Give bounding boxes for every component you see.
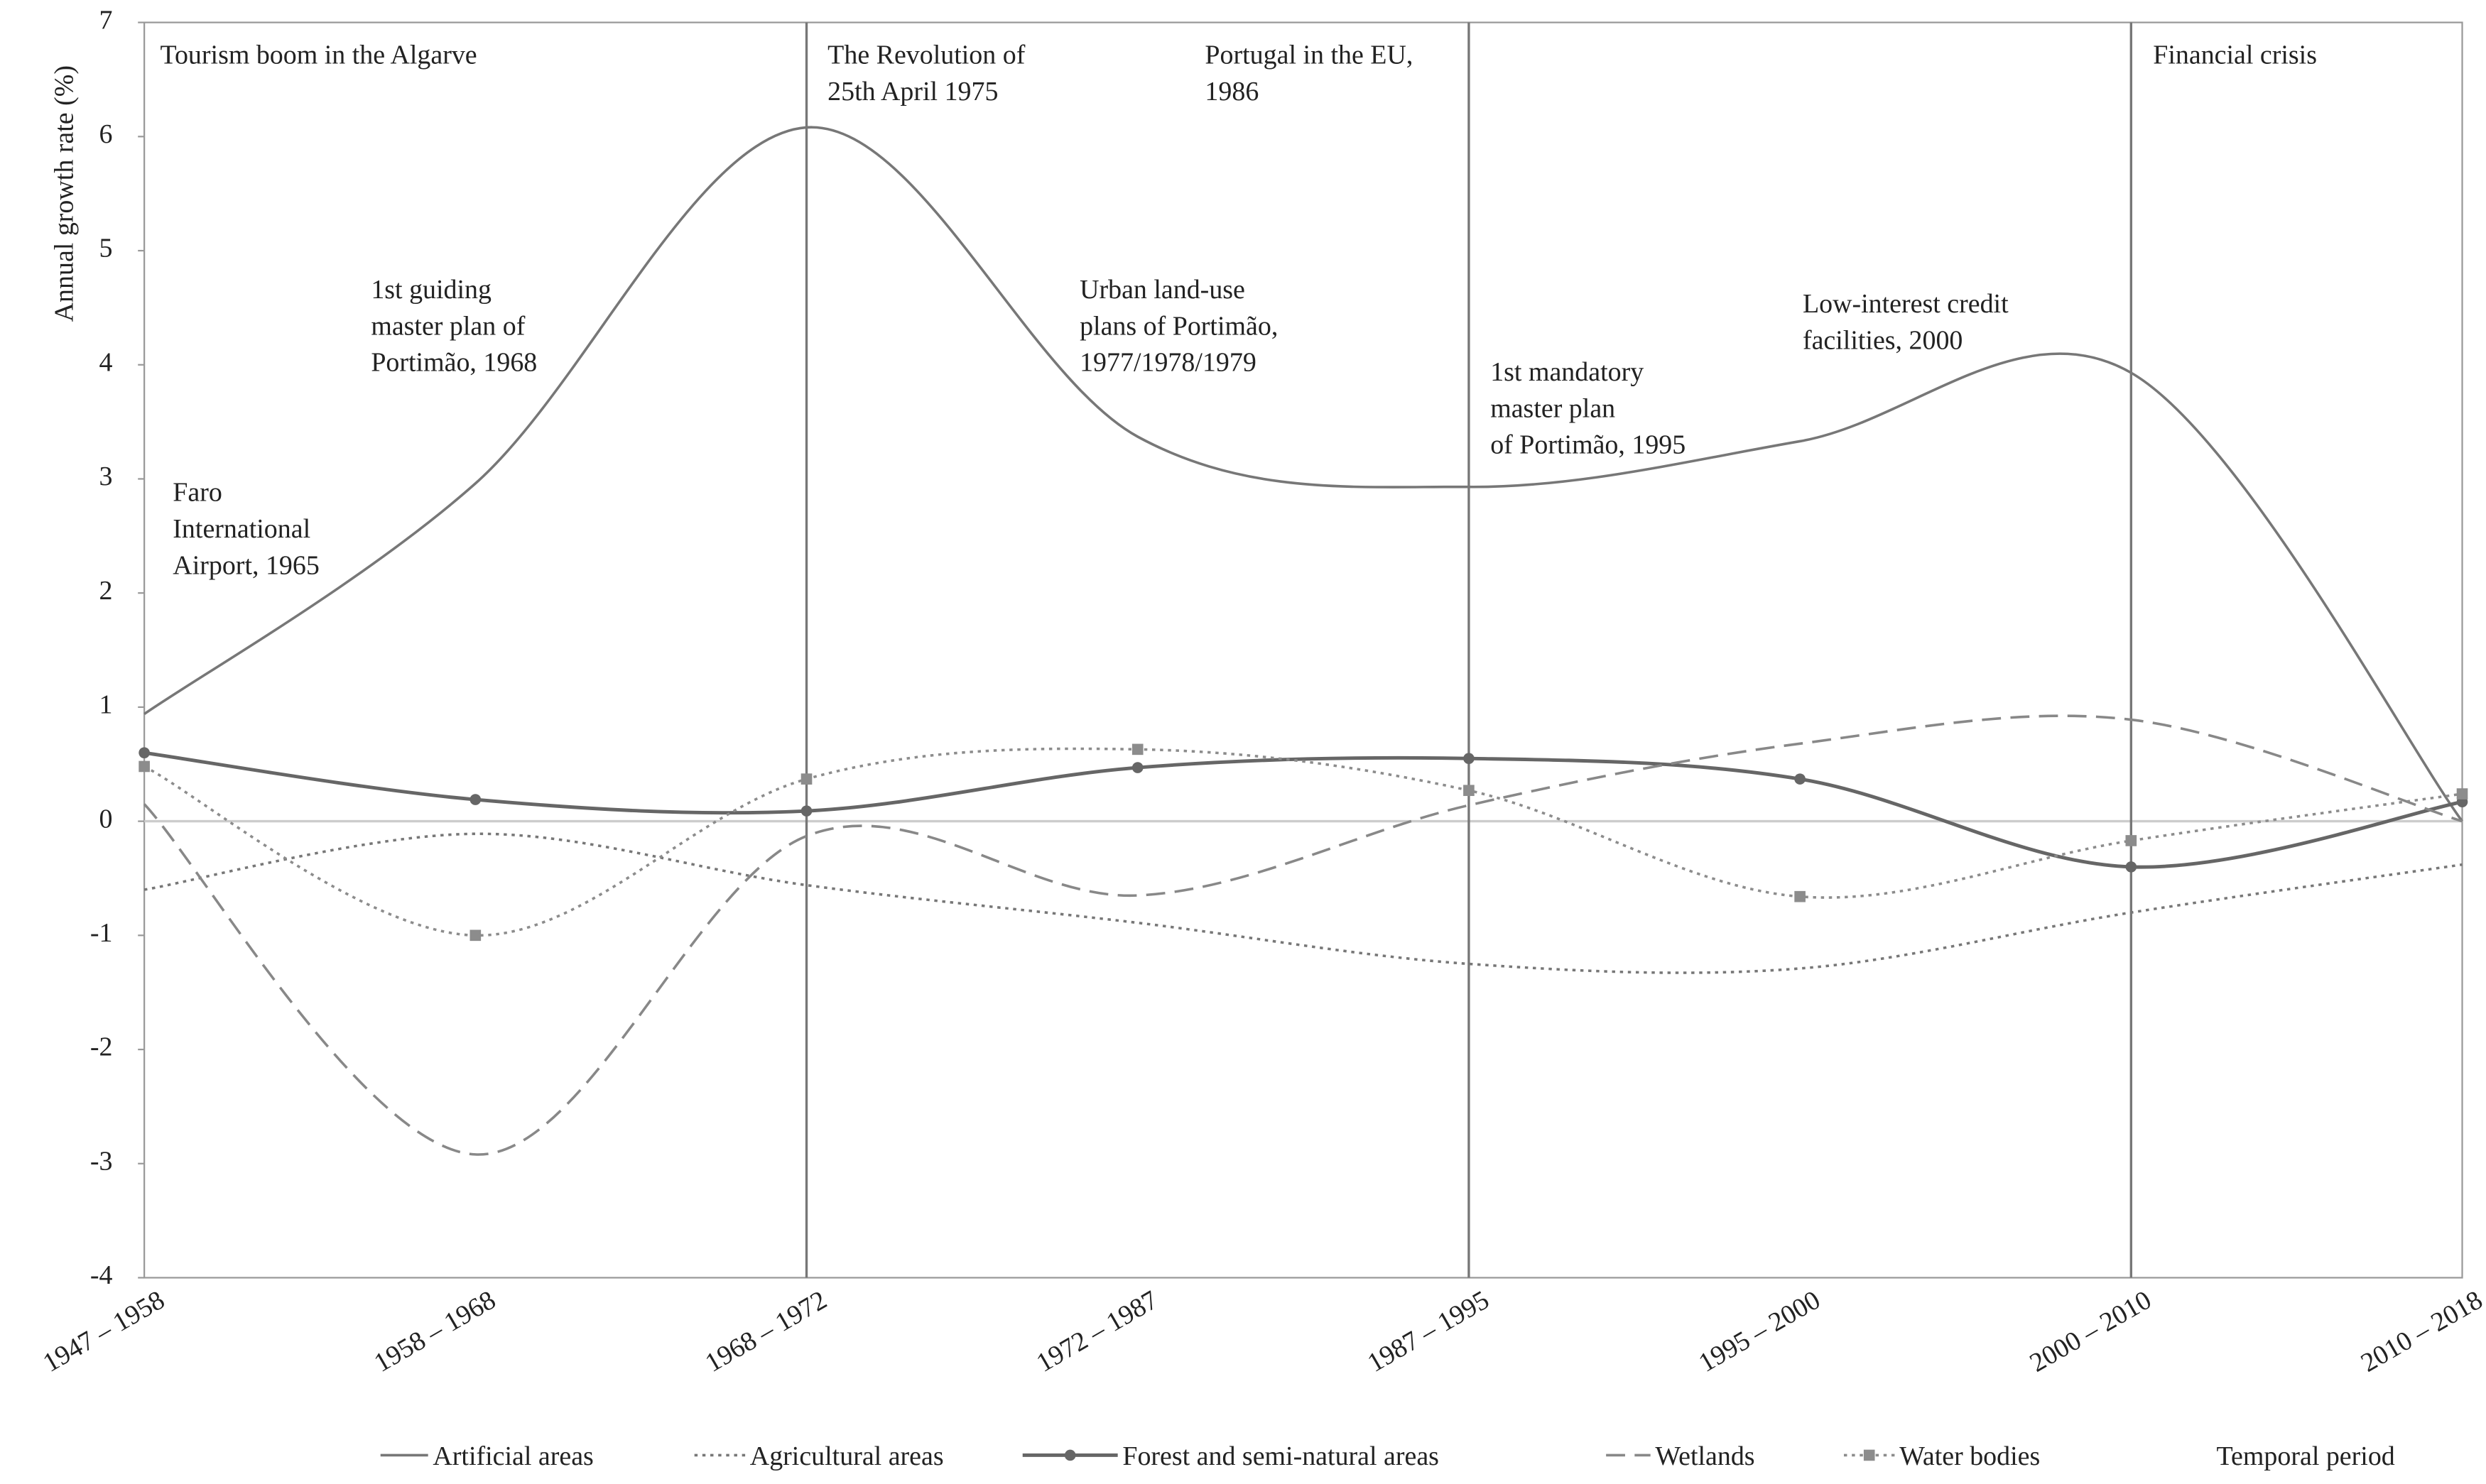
y-tick-label: -3 bbox=[90, 1146, 113, 1176]
point bbox=[1794, 890, 1806, 902]
y-tick-label: -2 bbox=[90, 1032, 113, 1062]
legend-marker bbox=[1064, 1449, 1076, 1461]
series bbox=[143, 126, 2463, 822]
y-tick-label: 2 bbox=[99, 576, 113, 606]
series bbox=[139, 743, 2468, 942]
series bbox=[143, 714, 2463, 1156]
plot-frame bbox=[143, 21, 2463, 1279]
point bbox=[800, 773, 813, 785]
point bbox=[139, 747, 150, 758]
y-tick-label: 0 bbox=[99, 804, 113, 834]
line bbox=[143, 714, 2463, 1156]
x-axis-label: Temporal period bbox=[2217, 1441, 2395, 1471]
point bbox=[1131, 743, 1144, 755]
y-tick-label: 4 bbox=[99, 347, 113, 377]
annotation: Low-interest credit bbox=[1803, 289, 2009, 319]
annotation: 1st mandatory bbox=[1490, 357, 1644, 387]
annotation: Portugal in the EU, bbox=[1205, 40, 1413, 70]
y-tick-label: -1 bbox=[90, 918, 113, 948]
annotation: master plan bbox=[1490, 393, 1615, 423]
series bbox=[143, 832, 2463, 974]
legend-label: Agricultural areas bbox=[750, 1441, 944, 1471]
annotation: Airport, 1965 bbox=[173, 550, 320, 580]
annotation: Urban land-use bbox=[1080, 275, 1245, 305]
annotation: facilities, 2000 bbox=[1803, 325, 1963, 355]
annotation: Tourism boom in the Algarve bbox=[160, 40, 477, 70]
line bbox=[143, 747, 2463, 937]
annotation: 25th April 1975 bbox=[827, 77, 998, 107]
annotation: Financial crisis bbox=[2153, 40, 2317, 70]
legend-label: Forest and semi-natural areas bbox=[1122, 1441, 1439, 1471]
point bbox=[1794, 773, 1806, 785]
point bbox=[800, 805, 813, 817]
annotation: of Portimão, 1995 bbox=[1490, 430, 1686, 460]
annotation: 1986 bbox=[1205, 77, 1259, 107]
line bbox=[143, 751, 2463, 869]
y-tick-label: 1 bbox=[99, 690, 113, 720]
annotation: Faro bbox=[173, 478, 222, 508]
legend-marker bbox=[1863, 1449, 1875, 1461]
y-tick-label: 7 bbox=[99, 5, 113, 35]
y-tick-label: 6 bbox=[99, 119, 113, 149]
y-tick-label: 3 bbox=[99, 462, 113, 491]
point bbox=[2456, 788, 2468, 800]
annotation: 1977/1978/1979 bbox=[1080, 348, 1256, 378]
point bbox=[2125, 835, 2137, 846]
annotation: International bbox=[173, 514, 310, 544]
line bbox=[143, 832, 2463, 974]
legend-label: Wetlands bbox=[1655, 1441, 1754, 1471]
annotation: master plan of bbox=[371, 311, 525, 341]
annotation: plans of Portimão, bbox=[1080, 311, 1278, 341]
y-tick-label: -4 bbox=[90, 1260, 113, 1290]
line bbox=[143, 126, 2463, 822]
legend-label: Water bodies bbox=[1899, 1441, 2040, 1471]
annotation: The Revolution of bbox=[827, 40, 1026, 70]
annotation: 1st guiding bbox=[371, 275, 492, 305]
annotation: Portimão, 1968 bbox=[371, 348, 537, 378]
point bbox=[469, 929, 482, 942]
y-axis-label: Annual growth rate (%) bbox=[49, 65, 79, 322]
point bbox=[1463, 753, 1475, 765]
y-tick-label: 5 bbox=[99, 234, 113, 263]
legend-label: Artificial areas bbox=[433, 1441, 593, 1471]
point bbox=[2125, 861, 2137, 873]
point bbox=[139, 760, 150, 773]
point bbox=[1463, 785, 1475, 797]
point bbox=[469, 794, 482, 805]
point bbox=[1131, 762, 1144, 773]
